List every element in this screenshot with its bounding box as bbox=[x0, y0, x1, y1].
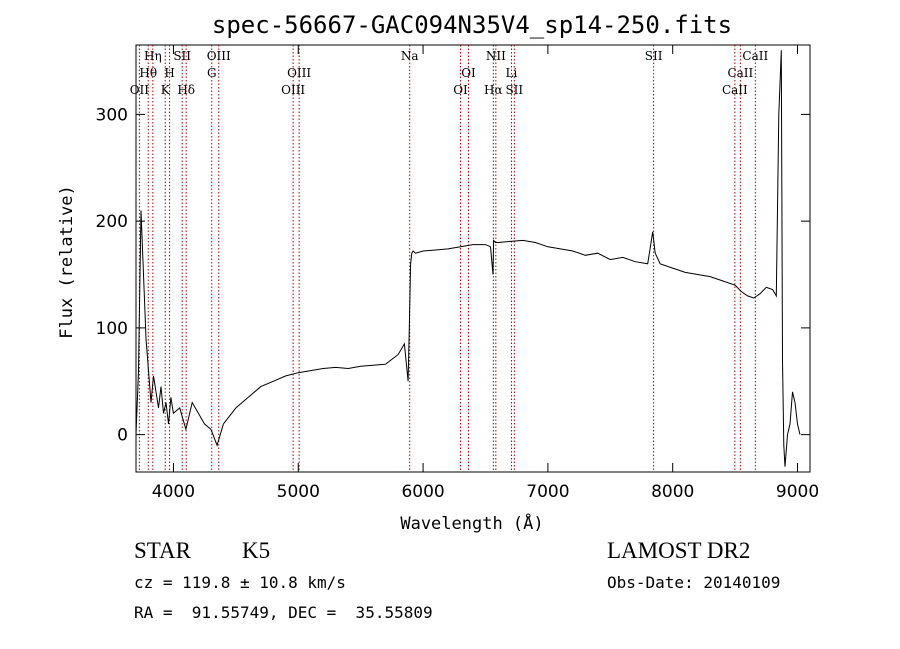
line-marker-label-1: Hθ bbox=[139, 66, 157, 80]
y-tick-label-3: 300 bbox=[96, 105, 128, 125]
line-marker-label-17: SII bbox=[505, 83, 523, 97]
line-marker-label-4: H bbox=[164, 66, 174, 80]
line-marker-label-21: CaII bbox=[722, 83, 748, 97]
line-marker-label-19: CaII bbox=[742, 49, 768, 63]
line-marker-label-6: Hδ bbox=[177, 83, 195, 97]
y-tick-label-1: 100 bbox=[96, 319, 128, 339]
x-tick-label-5: 9000 bbox=[776, 482, 819, 502]
line-marker-label-3: SII bbox=[173, 49, 191, 63]
object-subclass: K5 bbox=[242, 538, 271, 563]
line-marker-labels: Hη Hθ OII SII HK Hδ OIII G OIII OIII Na OI OI NII HαLi… bbox=[130, 49, 769, 97]
line-marker-label-15: Hα bbox=[484, 83, 503, 97]
line-marker-label-13: OI bbox=[453, 83, 468, 97]
survey-name: LAMOST DR2 bbox=[607, 538, 751, 563]
observation-date: Obs-Date: 20140109 bbox=[607, 573, 781, 592]
plot-frame bbox=[135, 44, 811, 473]
line-marker-label-9: OIII bbox=[287, 66, 311, 80]
redshift-readout: cz = 119.8 ± 10.8 km/s bbox=[134, 573, 346, 592]
x-tick-label-0: 4000 bbox=[152, 482, 195, 502]
line-marker-label-0: Hη bbox=[144, 49, 162, 63]
chart-title: spec-56667-GAC094N35V4_sp14-250.fits bbox=[212, 11, 732, 39]
line-marker-label-7: OIII bbox=[207, 49, 231, 63]
x-tick-label-2: 6000 bbox=[401, 482, 444, 502]
line-marker-label-14: NII bbox=[486, 49, 506, 63]
x-tick-label-1: 5000 bbox=[277, 482, 320, 502]
line-markers bbox=[138, 45, 756, 472]
series-layer bbox=[136, 50, 801, 467]
line-marker-label-8: G bbox=[207, 66, 217, 80]
line-marker-label-5: K bbox=[161, 83, 171, 97]
x-axis-label: Wavelength (Å) bbox=[400, 512, 543, 534]
line-marker-label-10: OIII bbox=[281, 83, 305, 97]
coordinates-readout: RA = 91.55749, DEC = 35.55809 bbox=[134, 603, 433, 622]
line-marker-label-20: CaII bbox=[727, 66, 753, 80]
object-class: STAR bbox=[134, 538, 191, 563]
line-marker-label-2: OII bbox=[130, 83, 150, 97]
line-marker-label-12: OI bbox=[461, 66, 476, 80]
axis-ticks: 4000 5000 6000 7000 8000 9000 0 100 200 300 bbox=[96, 45, 819, 502]
y-axis-label: Flux (relative) bbox=[57, 185, 77, 339]
line-marker-label-11: Na bbox=[401, 49, 419, 63]
line-marker-label-16: Li bbox=[506, 66, 518, 80]
line-marker-label-18: SII bbox=[645, 49, 663, 63]
spectrum-line-0 bbox=[136, 50, 801, 467]
x-tick-label-4: 8000 bbox=[651, 482, 694, 502]
y-tick-label-2: 200 bbox=[96, 212, 128, 232]
x-tick-label-3: 7000 bbox=[526, 482, 569, 502]
y-tick-label-0: 0 bbox=[117, 426, 128, 446]
